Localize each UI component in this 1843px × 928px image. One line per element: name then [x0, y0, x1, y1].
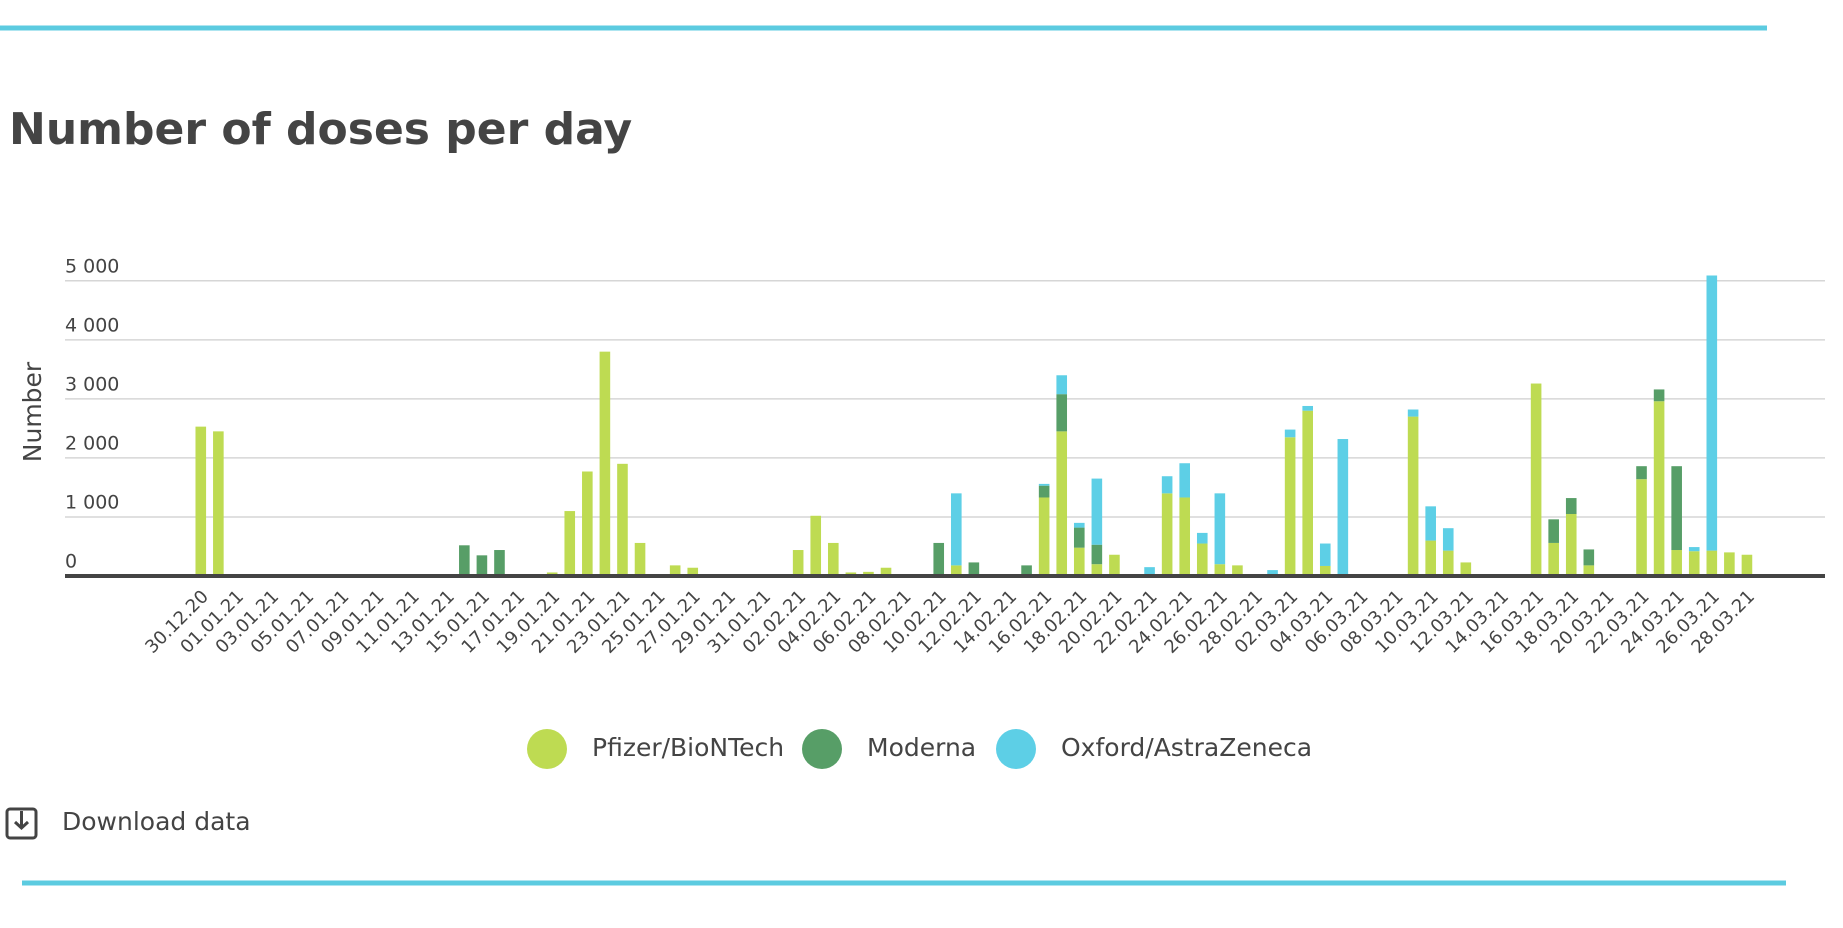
bar-segment	[1688, 551, 1700, 576]
bar-segment	[1267, 570, 1278, 576]
bar-segment	[1038, 497, 1050, 576]
y-tick-label: 0	[65, 551, 77, 573]
bar-segment	[1653, 389, 1665, 402]
bar-segment	[1056, 375, 1068, 395]
bar-segment	[1548, 542, 1559, 576]
bar-segment	[195, 426, 207, 576]
y-axis-label: Number	[18, 361, 47, 462]
bar-segment	[1319, 543, 1331, 566]
legend-swatch	[802, 729, 842, 769]
bar-segment	[1425, 506, 1436, 541]
bar-segment	[792, 550, 804, 576]
bar-segment	[1671, 550, 1682, 576]
bar-segment	[1653, 401, 1665, 576]
bar-segment	[950, 565, 962, 576]
bar-segment	[1636, 466, 1647, 480]
bar-segment	[1091, 544, 1103, 565]
bar-segment	[1284, 437, 1296, 576]
bar-segment	[1056, 431, 1068, 576]
legend-swatch	[527, 729, 567, 769]
bar-segment	[582, 471, 593, 576]
bar-segment	[1144, 567, 1155, 576]
bar-segment	[933, 542, 945, 576]
legend-label: Oxford/AstraZeneca	[1061, 733, 1312, 762]
bar-segment	[950, 493, 962, 566]
bar-segment	[810, 515, 822, 576]
bar-segment	[1442, 528, 1454, 551]
bar-segment	[1688, 547, 1700, 552]
bar-segment	[213, 431, 224, 576]
bar-segment	[476, 555, 488, 576]
legend-label: Pfizer/BioNTech	[592, 733, 784, 762]
bar-segment	[1196, 532, 1208, 544]
bar-segment	[880, 567, 892, 576]
bar-segment	[1091, 478, 1103, 545]
bar-segment	[1232, 565, 1243, 576]
bar-segment	[1337, 439, 1349, 576]
chart-title: Number of doses per day	[9, 104, 632, 155]
download-icon[interactable]	[5, 807, 38, 840]
bar-segment	[1109, 554, 1120, 576]
legend-label: Moderna	[867, 733, 976, 762]
bar-segment	[1179, 497, 1191, 576]
download-arrow[interactable]	[13, 811, 30, 831]
bar-segment	[1056, 394, 1068, 432]
bar-segment	[617, 463, 628, 576]
bar-segment	[669, 565, 681, 576]
bar-segment	[1671, 466, 1682, 551]
bar-segment	[1706, 550, 1718, 576]
bar-segment	[1021, 565, 1032, 576]
bar-segment	[1583, 565, 1595, 576]
bar-segment	[1196, 543, 1208, 576]
bar-segment	[1460, 562, 1472, 576]
bar-segment	[634, 542, 646, 576]
bar-segment	[564, 511, 576, 576]
y-tick-label: 2 000	[65, 432, 119, 454]
bar-segment	[1425, 540, 1436, 576]
bar-segment	[968, 562, 980, 576]
bar-segment	[1302, 405, 1313, 411]
bar-segment	[1161, 493, 1173, 576]
legend-swatch	[996, 729, 1036, 769]
bar-segment	[1073, 547, 1085, 576]
bar-segment	[828, 542, 839, 576]
bar-segment	[1706, 275, 1718, 551]
bar-segment	[1407, 409, 1419, 417]
y-tick-label: 3 000	[65, 373, 119, 395]
bar-segment	[1038, 485, 1050, 498]
bar-segment	[1214, 564, 1226, 576]
bar-segment	[1214, 493, 1226, 565]
bar-segment	[1179, 463, 1191, 498]
bar-segment	[1583, 549, 1595, 566]
bar-segment	[1565, 514, 1577, 576]
y-tick-label: 1 000	[65, 491, 119, 513]
bar-segment	[1565, 498, 1577, 515]
bar-segment	[1407, 416, 1419, 576]
y-tick-label: 4 000	[65, 314, 119, 336]
bar-segment	[1319, 565, 1331, 576]
bar-segment	[1741, 554, 1753, 576]
download[interactable]: Download data	[5, 807, 251, 840]
bar-segment	[687, 567, 699, 576]
bar-segment	[459, 545, 470, 576]
bar-segment	[1636, 479, 1647, 576]
bar-segment	[863, 571, 874, 576]
bar-segment	[1284, 429, 1296, 438]
bar-segment	[1073, 522, 1085, 528]
bar-segment	[599, 351, 611, 576]
bar-segment	[1302, 410, 1313, 576]
bar-segment	[1530, 383, 1542, 576]
bar-segment	[1548, 519, 1559, 543]
bar-segment	[1161, 476, 1173, 494]
bar-segment	[1442, 550, 1454, 576]
y-tick-label: 5 000	[65, 255, 119, 277]
bar-segment	[1091, 564, 1103, 576]
bar-segment	[1724, 552, 1735, 576]
download-link[interactable]: Download data	[62, 807, 251, 836]
bar-segment	[494, 550, 505, 576]
bar-segment	[1073, 527, 1085, 548]
bar-segment	[1038, 483, 1050, 486]
